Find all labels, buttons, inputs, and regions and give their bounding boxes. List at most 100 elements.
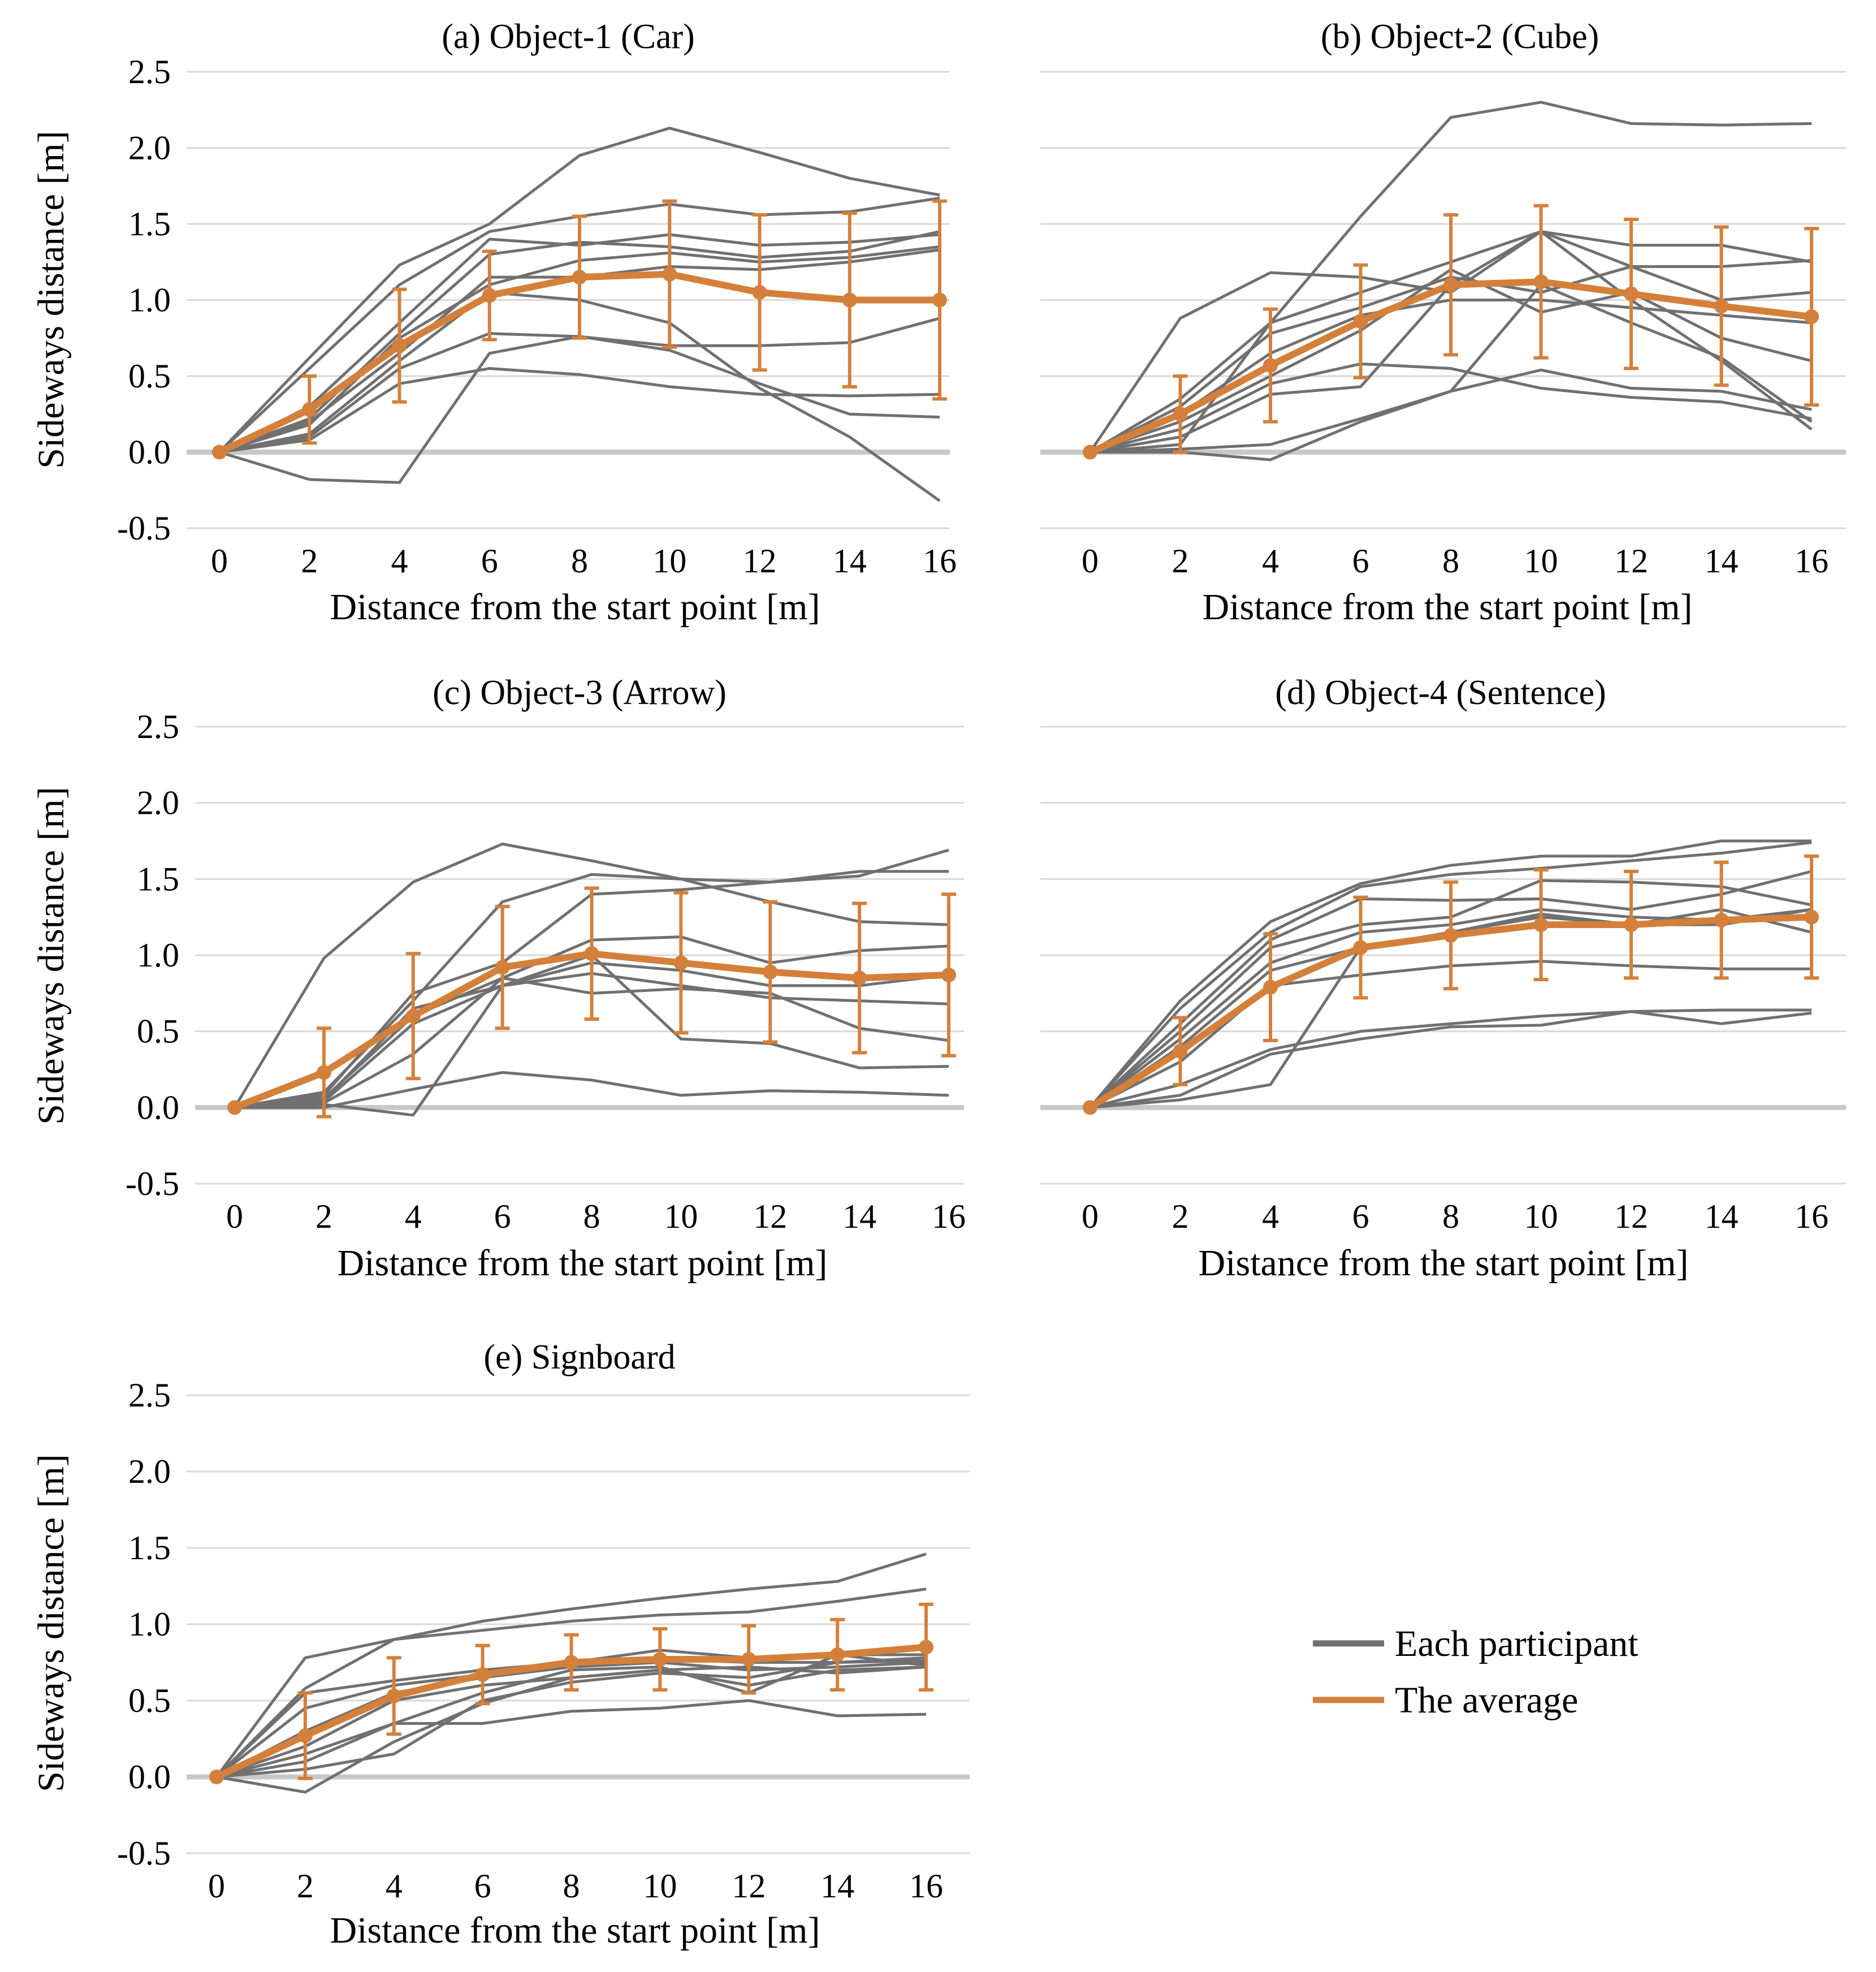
average-point [673, 955, 689, 970]
x-tick-label: 2 [1172, 542, 1189, 580]
y-tick-label: -0.5 [126, 1165, 179, 1202]
participant-line [1090, 362, 1812, 454]
x-tick-label: 12 [1614, 542, 1648, 580]
average-point [227, 1100, 242, 1115]
average-series [209, 1639, 933, 1784]
average-point [1353, 314, 1368, 329]
x-tick-label: 14 [1705, 542, 1739, 580]
participant-line [235, 1071, 949, 1109]
x-tick-label: 0 [226, 1198, 243, 1235]
x-axis-label: Distance from the start point [m] [1199, 1242, 1689, 1284]
x-tick-label: 0 [211, 542, 228, 580]
x-tick-label: 8 [1442, 542, 1459, 580]
y-tick-label: 1.5 [137, 860, 179, 897]
y-tick-label: -0.5 [117, 1835, 171, 1872]
participant-line [215, 1552, 927, 1778]
average-point [1624, 286, 1639, 301]
x-tick-label: 10 [664, 1198, 698, 1235]
y-axis-label: Sideways distance [m] [31, 1454, 72, 1792]
y-tick-label: 2.5 [128, 1376, 171, 1414]
x-tick-label: 16 [1795, 542, 1829, 580]
x-tick-label: 16 [923, 542, 957, 580]
legend-average-label: The average [1395, 1680, 1578, 1721]
x-tick-label: 8 [583, 1198, 600, 1235]
x-tick-labels: 0 2 4 6 8 10 12 14 16 [208, 1867, 943, 1905]
average-point [475, 1667, 490, 1682]
x-tick-labels: 0 2 4 6 8 10 12 14 16 [1082, 542, 1829, 580]
participant-line [216, 1699, 927, 1779]
average-point [392, 338, 407, 353]
average-point [1173, 1043, 1188, 1059]
average-point [1624, 917, 1639, 933]
y-tick-label: 2.0 [128, 130, 171, 167]
x-tick-label: 6 [1352, 542, 1369, 580]
x-tick-label: 6 [494, 1198, 511, 1235]
legend-participant-label: Each participant [1395, 1623, 1639, 1664]
panel-title: (d) Object-4 (Sentence) [1275, 674, 1606, 712]
x-tick-label: 14 [842, 1198, 876, 1235]
x-tick-label: 2 [315, 1198, 332, 1235]
participant-line [218, 127, 940, 454]
x-axis-label: Distance from the start point [m] [330, 586, 820, 628]
x-tick-labels: 0 2 4 6 8 10 12 14 16 [211, 542, 957, 580]
x-tick-label: 0 [1082, 1198, 1099, 1235]
error-bars [316, 886, 956, 1119]
error-bars [1173, 204, 1819, 454]
y-tick-label: 1.0 [137, 937, 179, 974]
y-tick-label: 0.5 [128, 1682, 171, 1719]
x-tick-label: 16 [932, 1198, 966, 1235]
legend: Each participant The average [1313, 1623, 1639, 1721]
panel-b-object-2-cube: (b) Object-2 (Cube) Distance from the st… [1040, 18, 1846, 628]
x-tick-label: 10 [652, 542, 686, 580]
x-tick-label: 0 [208, 1867, 225, 1905]
y-axis-label: Sideways distance [m] [31, 131, 72, 469]
panel-title: (c) Object-3 (Arrow) [433, 674, 727, 712]
y-tick-label: 1.0 [128, 1606, 171, 1643]
average-series [1083, 274, 1819, 460]
x-tick-label: 16 [909, 1867, 943, 1905]
average-point [584, 946, 599, 961]
y-tick-label: -0.5 [117, 510, 171, 547]
average-point [1083, 1100, 1097, 1115]
average-point [763, 964, 778, 979]
x-axis-label: Distance from the start point [m] [338, 1242, 828, 1284]
x-tick-label: 2 [297, 1867, 314, 1905]
y-tick-labels: -0.5 0.0 0.5 1.0 1.5 2.0 2.5 [126, 708, 179, 1202]
y-tick-label: 0.0 [128, 1758, 171, 1796]
x-tick-label: 4 [1262, 542, 1279, 580]
x-axis-label: Distance from the start point [m] [330, 1910, 820, 1951]
x-tick-label: 6 [481, 542, 498, 580]
average-series [212, 266, 947, 460]
x-tick-label: 6 [1352, 1198, 1369, 1235]
x-tick-label: 12 [753, 1198, 787, 1235]
participant-line [1090, 101, 1812, 454]
x-tick-label: 12 [743, 542, 777, 580]
participant-line [1089, 839, 1812, 1108]
average-point [297, 1728, 313, 1744]
panel-title: (e) Signboard [483, 1338, 675, 1376]
x-tick-label: 10 [1524, 542, 1558, 580]
y-tick-label: 2.5 [137, 708, 179, 745]
participant-line [1090, 1008, 1812, 1109]
error-bars [302, 199, 947, 445]
y-tick-label: 1.5 [128, 205, 171, 243]
average-point [1804, 309, 1819, 325]
average-point [316, 1065, 331, 1080]
y-tick-label: 2.0 [128, 1453, 171, 1490]
panel-e-signboard: (e) Signboard Sideways distance [m] Dist… [31, 1338, 970, 1951]
average-point [302, 402, 317, 417]
average-point [941, 968, 956, 983]
y-tick-labels: -0.5 0.0 0.5 1.0 1.5 2.0 2.5 [117, 1376, 171, 1872]
average-point [1353, 940, 1368, 955]
average-point [752, 285, 767, 300]
participant-line [215, 1587, 927, 1778]
grid [1040, 726, 1846, 1185]
average-point [564, 1655, 579, 1670]
average-point [1173, 407, 1188, 422]
average-point [830, 1647, 845, 1662]
average-point [386, 1688, 401, 1703]
panel-c-object-3-arrow: (c) Object-3 (Arrow) Sideways distance [… [31, 674, 966, 1284]
average-point [1804, 909, 1819, 925]
average-point [1083, 445, 1097, 460]
